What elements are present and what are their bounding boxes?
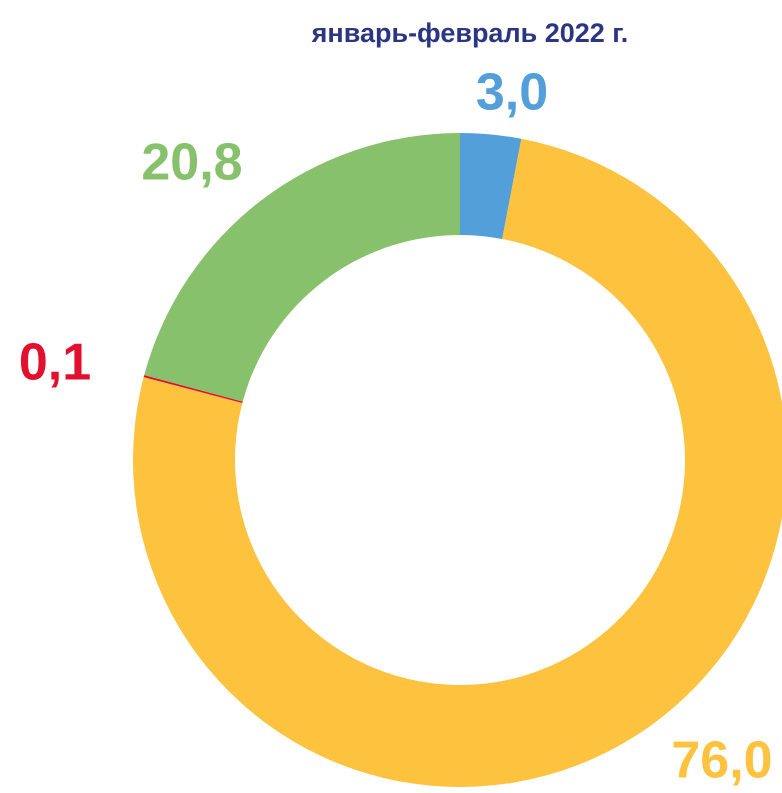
value-label: 3,0 (476, 64, 548, 122)
value-label: 76,0 (671, 732, 772, 790)
chart-title: январь-февраль 2022 г. (311, 18, 629, 48)
value-label: 0,1 (19, 334, 91, 392)
value-label: 20,8 (141, 134, 242, 192)
donut-slice (460, 133, 522, 239)
donut-slice (143, 375, 243, 403)
donut-slice (144, 132, 460, 402)
donut-slice (133, 138, 782, 787)
